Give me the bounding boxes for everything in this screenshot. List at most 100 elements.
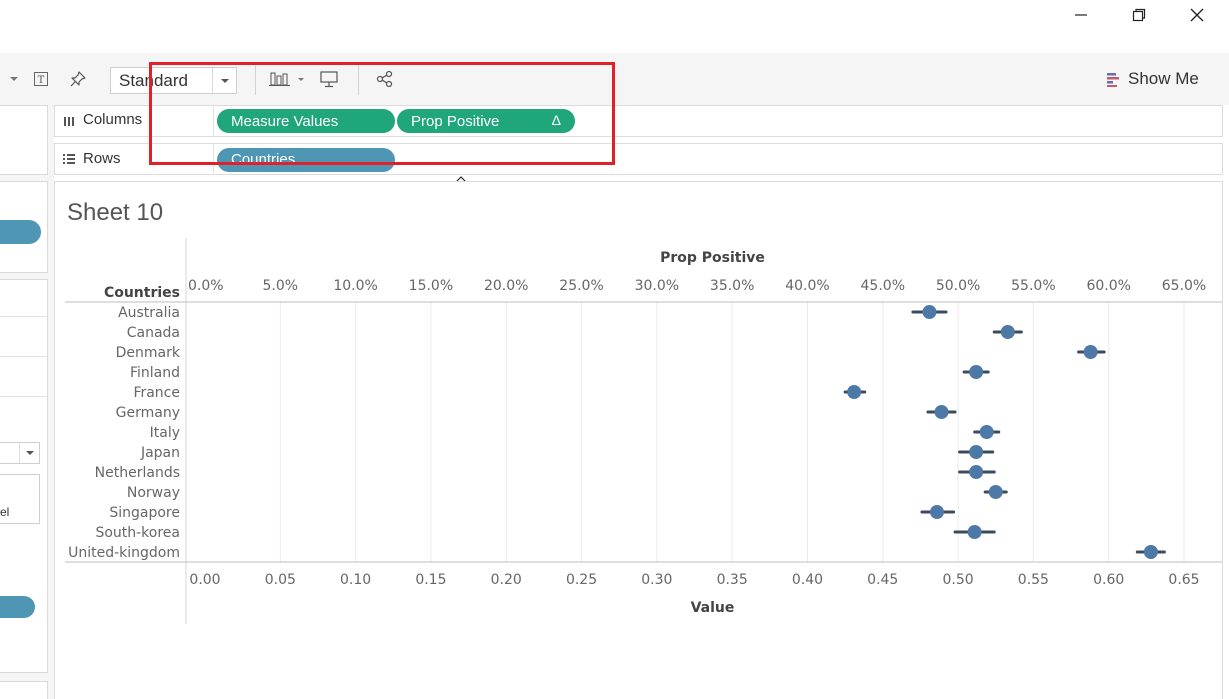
top-axis-tick-label: 25.0% — [559, 278, 603, 294]
close-icon — [1190, 8, 1204, 22]
data-point — [1083, 345, 1098, 359]
top-axis-tick-label: 65.0% — [1162, 278, 1206, 294]
marks-card[interactable]: el — [0, 279, 48, 673]
legend-card[interactable] — [0, 681, 48, 699]
bottom-axis-tick-label: 0.30 — [641, 572, 672, 588]
minimize-button[interactable] — [1052, 0, 1110, 30]
prop-positive-pill[interactable]: Prop Positive Δ — [397, 109, 575, 133]
columns-icon — [64, 116, 74, 126]
presentation-icon — [320, 71, 338, 88]
presentation-mode-button[interactable] — [318, 68, 340, 90]
bottom-axis-tick-label: 0.50 — [942, 572, 973, 588]
top-axis-tick-label: 40.0% — [785, 278, 829, 294]
top-axis-tick-label: 35.0% — [710, 278, 754, 294]
row-label: Denmark — [116, 345, 181, 361]
top-axis-tick-label: 55.0% — [1011, 278, 1055, 294]
restore-icon — [1132, 8, 1146, 22]
mark-type-select[interactable] — [0, 442, 40, 464]
restore-button[interactable] — [1110, 0, 1168, 30]
bottom-axis-tick-label: 0.10 — [340, 572, 371, 588]
show-me-label: Show Me — [1128, 69, 1199, 88]
pages-card[interactable] — [0, 105, 48, 175]
show-cards-button[interactable] — [268, 68, 308, 90]
window-title-bar — [0, 0, 1229, 53]
top-axis-tick-label: 10.0% — [333, 278, 377, 294]
bottom-axis-tick-label: 0.25 — [566, 572, 597, 588]
data-point — [847, 385, 862, 399]
bar-chart-icon — [269, 72, 304, 86]
bottom-axis-tick-label: 0.00 — [189, 572, 220, 588]
prop-positive-pill-label: Prop Positive — [411, 112, 500, 130]
top-axis-tick-label: 30.0% — [635, 278, 679, 294]
toolbar-separator — [358, 65, 359, 95]
measure-values-pill-label: Measure Values — [231, 112, 339, 130]
rows-shelf[interactable]: Rows Countries — [54, 143, 1223, 175]
mark-property-button[interactable]: el — [0, 474, 40, 524]
bottom-axis-tick-label: 0.55 — [1018, 572, 1049, 588]
row-label: Germany — [116, 405, 180, 421]
marks-pill[interactable] — [0, 596, 35, 618]
row-header-label: Countries — [104, 285, 180, 301]
delta-icon: Δ — [551, 112, 561, 128]
show-me-icon — [1107, 73, 1119, 87]
bottom-axis-tick-label: 0.40 — [792, 572, 823, 588]
countries-pill[interactable]: Countries — [217, 148, 395, 172]
measure-values-pill[interactable]: Measure Values — [217, 109, 395, 133]
chevron-down-icon[interactable] — [19, 443, 39, 463]
data-point — [979, 425, 994, 439]
text-label-icon: T — [34, 72, 48, 86]
close-button[interactable] — [1168, 0, 1226, 30]
fit-select-value: Standard — [119, 71, 188, 90]
row-label: Norway — [127, 485, 180, 501]
top-axis-tick-label: 45.0% — [861, 278, 905, 294]
data-point — [934, 405, 949, 419]
row-label: Japan — [140, 445, 180, 461]
data-point — [988, 485, 1003, 499]
data-point — [969, 465, 984, 479]
show-mark-labels-button[interactable]: T — [32, 70, 50, 88]
fix-axes-button[interactable] — [68, 69, 88, 89]
fit-select[interactable]: Standard — [110, 67, 237, 94]
highlight-annotation-box — [149, 62, 615, 165]
top-axis-tick-label: 20.0% — [484, 278, 528, 294]
chevron-down-icon[interactable] — [212, 68, 236, 93]
row-label: Canada — [127, 325, 180, 341]
mark-property-label: el — [0, 505, 10, 519]
bottom-axis-tick-label: 0.20 — [491, 572, 522, 588]
bottom-axis-tick-label: 0.35 — [717, 572, 748, 588]
top-axis-tick-label: 60.0% — [1086, 278, 1130, 294]
row-label: United-kingdom — [68, 545, 180, 561]
bottom-axis-tick-label: 0.45 — [867, 572, 898, 588]
top-axis-tick-label: 50.0% — [936, 278, 980, 294]
data-point — [969, 445, 984, 459]
columns-shelf[interactable]: Columns Measure Values Prop Positive Δ — [54, 105, 1223, 137]
worksheet-view: Sheet 10 Prop Positive 0.0% 5.0% 10.0% 15.0%… — [54, 181, 1223, 699]
data-point — [929, 505, 944, 519]
left-side-panel: el — [0, 105, 54, 699]
dropdown-arrow-button[interactable] — [8, 73, 20, 85]
share-button[interactable] — [374, 68, 396, 90]
filters-card[interactable] — [0, 181, 48, 273]
sheet-title: Sheet 10 — [67, 199, 164, 226]
svg-text:T: T — [38, 75, 45, 86]
data-point — [1143, 545, 1158, 559]
toolbar-separator — [255, 65, 256, 95]
bottom-axis-tick-label: 0.15 — [415, 572, 446, 588]
rows-shelf-label: Rows — [83, 150, 121, 167]
columns-shelf-label: Columns — [83, 111, 143, 128]
show-me-button[interactable]: Show Me — [1106, 67, 1199, 91]
top-axis-tick-label: 5.0% — [263, 278, 299, 294]
top-axis-tick-label: 0.0% — [188, 278, 224, 294]
bottom-axis-tick-label: 0.05 — [265, 572, 296, 588]
data-point — [967, 525, 982, 539]
rows-icon — [63, 153, 75, 164]
filter-pill[interactable] — [0, 220, 41, 244]
row-label: Netherlands — [95, 465, 180, 481]
bottom-axis-tick-label: 0.60 — [1093, 572, 1124, 588]
data-point — [1000, 325, 1015, 339]
data-point — [922, 305, 937, 319]
top-axis-title: Prop Positive — [660, 250, 765, 266]
row-label: Singapore — [109, 505, 180, 521]
data-point — [969, 365, 984, 379]
row-label: Australia — [118, 305, 180, 321]
